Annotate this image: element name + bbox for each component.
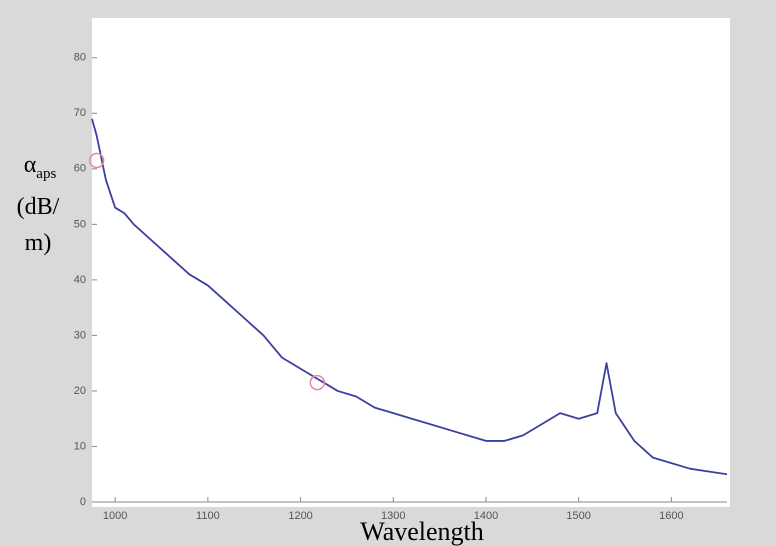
y-label-subscript: aps bbox=[36, 166, 56, 182]
y-label: αaps bbox=[24, 152, 57, 182]
y-tick-label: 60 bbox=[74, 163, 86, 175]
plot-area bbox=[92, 18, 730, 507]
y-tick-label: 30 bbox=[74, 329, 86, 341]
y-tick-label: 0 bbox=[80, 496, 86, 508]
x-tick-label: 1400 bbox=[474, 510, 498, 522]
y-label-symbol: α bbox=[24, 152, 37, 178]
x-tick-label: 1500 bbox=[566, 510, 590, 522]
y-tick-label: 80 bbox=[74, 52, 86, 64]
x-tick-label: 1300 bbox=[381, 510, 405, 522]
highlight-marker bbox=[309, 374, 326, 391]
y-tick-label: 10 bbox=[74, 440, 86, 452]
y-label-unit: m) bbox=[25, 230, 52, 256]
data-line bbox=[91, 118, 728, 476]
highlight-marker bbox=[88, 152, 105, 169]
y-tick-label: 20 bbox=[74, 385, 86, 397]
x-tick-label: 1600 bbox=[659, 510, 683, 522]
y-label-unit: (dB/ bbox=[17, 194, 60, 220]
y-tick-label: 70 bbox=[74, 107, 86, 119]
x-tick-label: 1000 bbox=[103, 510, 127, 522]
x-label: Wavelength bbox=[360, 517, 484, 546]
y-tick-label: 50 bbox=[74, 218, 86, 230]
x-tick-label: 1200 bbox=[288, 510, 312, 522]
y-tick-label: 40 bbox=[74, 274, 86, 286]
x-tick-label: 1100 bbox=[196, 510, 220, 522]
